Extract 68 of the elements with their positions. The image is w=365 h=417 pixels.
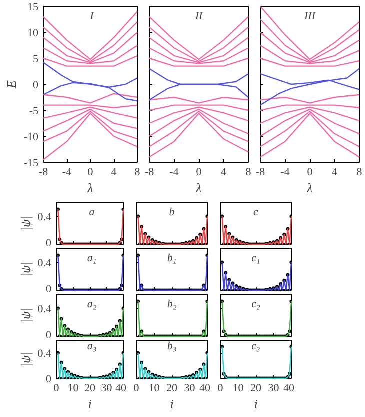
x-tick-label: 0	[307, 166, 314, 178]
x-tick-label: -4	[62, 166, 72, 178]
x-axis-title: i	[170, 396, 174, 412]
chart-title: c₁	[252, 252, 261, 264]
x-tick-label: 10	[232, 382, 244, 394]
x-tick-label: 30	[268, 382, 280, 394]
y-tick-label: -10	[24, 132, 39, 144]
x-tick-label: 8	[246, 166, 252, 178]
chart-title: a₂	[87, 298, 97, 310]
y-axis-title: |ψ|	[18, 262, 33, 278]
chart-title: a	[89, 206, 96, 218]
chart-title: a₁	[87, 252, 97, 264]
x-tick-label: 0	[54, 382, 60, 394]
y-axis-title: |ψ|	[18, 308, 33, 324]
chart-title: b	[169, 206, 176, 218]
x-tick-label: 40	[200, 382, 211, 394]
x-tick-label: -8	[256, 166, 266, 178]
x-tick-label: 0	[196, 166, 202, 178]
x-tick-label: 20	[250, 382, 262, 394]
x-tick-label: 40	[284, 382, 295, 394]
chart-title: c₂	[252, 298, 261, 310]
x-tick-label: 4	[221, 166, 227, 178]
x-axis-title: λ	[195, 180, 202, 196]
x-axis-title: λ	[86, 180, 94, 196]
x-tick-label: 40	[116, 382, 127, 394]
x-axis-title: i	[88, 396, 92, 412]
chart-title: II	[194, 10, 204, 22]
x-tick-label: -8	[38, 166, 49, 178]
x-tick-label: 20	[84, 382, 96, 394]
chart-title: c	[254, 206, 259, 218]
x-tick-label: 8	[356, 166, 363, 178]
y-tick-label: 5	[33, 54, 39, 66]
x-tick-label: 0	[218, 382, 224, 394]
y-tick-label: -5	[29, 106, 39, 118]
x-tick-label: 0	[134, 382, 140, 394]
x-tick-label: -8	[144, 166, 155, 178]
y-tick-label: 0.4	[38, 348, 52, 360]
x-tick-label: 10	[148, 382, 160, 394]
chart-title: c₃	[252, 340, 261, 352]
y-tick-label: 0	[46, 374, 52, 386]
x-tick-label: 0	[88, 166, 94, 178]
x-tick-label: 30	[184, 382, 196, 394]
chart-title: b₁	[167, 252, 177, 264]
y-axis-title: E	[4, 80, 19, 90]
chart-title: I	[89, 10, 96, 22]
chart-title: b₃	[167, 340, 177, 352]
x-tick-label: 20	[166, 382, 178, 394]
y-tick-label: 0.4	[38, 304, 52, 316]
chart-title: b₂	[167, 298, 177, 310]
y-tick-label: 0	[33, 80, 39, 92]
x-tick-label: 4	[111, 166, 118, 178]
y-axis-title: |ψ|	[18, 216, 33, 232]
x-tick-label: 8	[134, 166, 141, 178]
y-tick-label: 15	[28, 2, 39, 14]
chart-title: III	[304, 10, 317, 22]
x-tick-label: -4	[280, 166, 290, 178]
x-axis-title: i	[254, 396, 258, 412]
chart-title: a₃	[87, 340, 97, 352]
x-tick-label: -4	[170, 166, 180, 178]
y-tick-label: 10	[28, 28, 39, 40]
y-tick-label: 0.4	[38, 258, 52, 270]
y-axis-title: |ψ|	[18, 352, 33, 368]
x-axis-title: λ	[306, 180, 314, 196]
x-tick-label: 4	[332, 166, 338, 178]
y-tick-label: 0.4	[38, 212, 52, 224]
x-tick-label: 30	[101, 382, 113, 394]
y-tick-label: -15	[24, 158, 39, 170]
x-tick-label: 10	[68, 382, 80, 394]
